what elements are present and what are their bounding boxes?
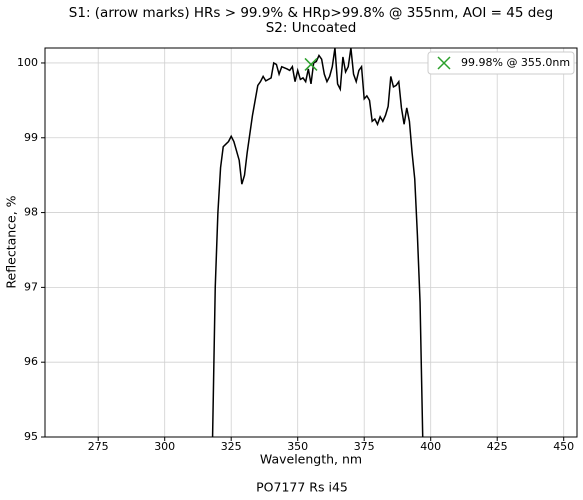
- data-line: [211, 48, 424, 437]
- y-tick-label: 100: [17, 56, 38, 69]
- y-tick-label: 97: [24, 280, 38, 293]
- x-tick-label: 375: [354, 440, 375, 453]
- chart-title: S1: (arrow marks) HRs > 99.9% & HRp>99.8…: [69, 5, 553, 21]
- x-tick-label: 400: [420, 440, 441, 453]
- marker: [304, 57, 318, 71]
- x-tick-label: 350: [287, 440, 308, 453]
- y-axis-label: Reflectance, %: [4, 195, 19, 288]
- x-axis-label: Wavelength, nm: [260, 452, 362, 467]
- plot-frame: [44, 47, 578, 438]
- x-tick-label: 450: [553, 440, 574, 453]
- chart-subtitle: S2: Uncoated: [266, 20, 357, 36]
- y-tick-label: 98: [24, 206, 38, 219]
- legend-marker: [437, 56, 451, 70]
- y-tick-label: 95: [24, 430, 38, 443]
- x-tick-label: 425: [487, 440, 508, 453]
- x-tick-label: 300: [154, 440, 175, 453]
- x-tick-label: 325: [221, 440, 242, 453]
- legend-label: 99.98% @ 355.0nm: [461, 56, 570, 69]
- legend-box: [427, 51, 575, 75]
- caption: PO7177 Rs i45: [256, 480, 348, 495]
- y-tick-label: 99: [24, 131, 38, 144]
- x-tick-label: 275: [88, 440, 109, 453]
- y-tick-label: 96: [24, 355, 38, 368]
